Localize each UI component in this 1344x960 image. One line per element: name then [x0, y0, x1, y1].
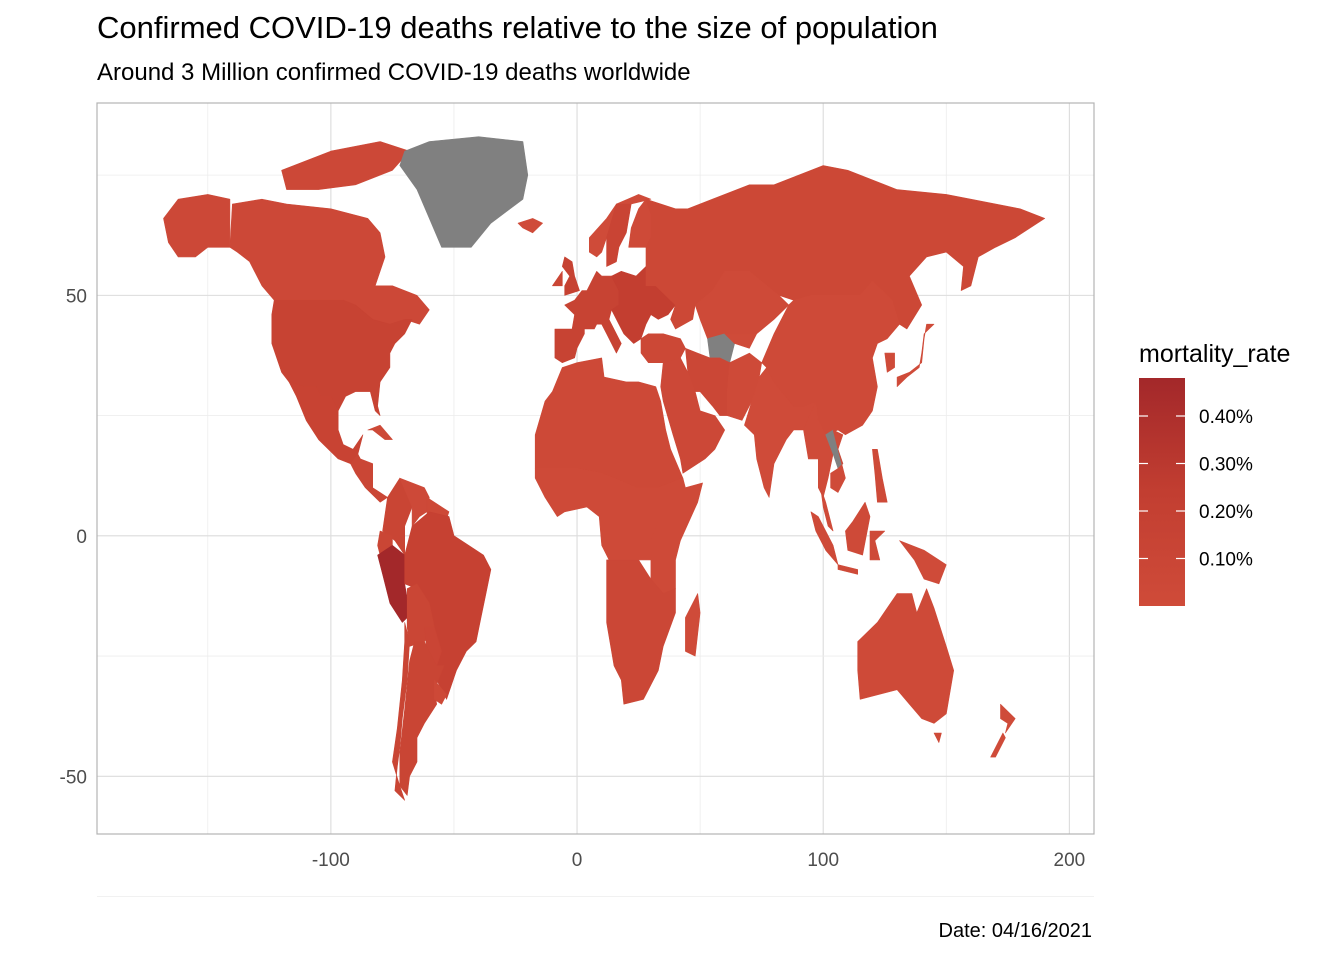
region-iceland	[517, 218, 543, 234]
region-myanmar-thailand	[803, 400, 834, 498]
country-polygons	[163, 136, 1046, 801]
region-finland	[628, 198, 652, 248]
region-western-europe	[554, 270, 622, 364]
y-tick-label: 0	[76, 527, 87, 548]
region-tasmania	[933, 732, 942, 743]
x-tick-label: -100	[312, 850, 350, 871]
region-java	[837, 564, 859, 575]
chart-caption: Date: 04/16/2021	[938, 920, 1092, 942]
region-new-guinea	[899, 540, 947, 585]
region-united-kingdom	[561, 256, 580, 296]
region-new-zealand	[1000, 703, 1016, 734]
legend-label: 0.30%	[1199, 455, 1253, 476]
region-greenland	[399, 136, 529, 248]
region-central-america	[350, 453, 388, 503]
x-tick-label: 100	[807, 850, 839, 871]
region-canadian-arctic-islands	[281, 141, 410, 190]
region-sweden	[606, 203, 632, 267]
region-western-central-africa	[534, 468, 659, 561]
x-tick-label: 200	[1054, 850, 1086, 871]
region-new-zealand-south	[990, 732, 1006, 758]
region-australia	[857, 588, 955, 724]
legend: mortality_rate 0.40% 0.30% 0.20% 0.10%	[1139, 340, 1290, 606]
region-china-mongolia	[761, 280, 900, 436]
region-chile	[392, 622, 410, 801]
region-malay-peninsula	[820, 487, 834, 532]
axis-ticks: -100 0 100 200 -50 0 50	[60, 286, 1086, 871]
region-kazakhstan	[694, 270, 790, 340]
region-ireland	[552, 270, 563, 287]
region-sulawesi	[869, 530, 886, 561]
y-tick-label: -50	[60, 767, 87, 788]
region-argentina	[399, 641, 445, 796]
legend-label: 0.20%	[1199, 502, 1253, 523]
y-tick-label: 50	[66, 286, 87, 307]
region-turkey	[640, 333, 686, 364]
region-mexico	[288, 381, 364, 465]
x-tick-label: 0	[572, 850, 583, 871]
region-alaska	[163, 194, 231, 258]
region-eastern-africa	[650, 477, 703, 594]
region-middle-east	[660, 357, 726, 474]
legend-colorbar	[1139, 378, 1185, 606]
region-norway	[588, 194, 652, 258]
chart-title: Confirmed COVID-19 deaths relative to th…	[97, 10, 938, 45]
region-southern-africa	[606, 559, 676, 705]
region-venezuela	[399, 477, 430, 527]
chart-subtitle: Around 3 Million confirmed COVID-19 deat…	[97, 59, 691, 86]
region-sumatra	[810, 511, 839, 566]
legend-title: mortality_rate	[1139, 340, 1290, 368]
region-philippines	[872, 448, 888, 503]
panel-border	[96, 102, 1095, 835]
legend-label: 0.40%	[1199, 407, 1253, 428]
region-borneo	[845, 501, 871, 556]
region-uzbekistan	[724, 333, 758, 349]
region-uruguay	[433, 679, 447, 705]
region-korea	[884, 352, 895, 373]
region-vietnam-cambodia	[830, 429, 846, 493]
region-cuba	[367, 424, 393, 440]
region-japan	[896, 323, 935, 388]
region-madagascar	[685, 593, 701, 657]
legend-label: 0.10%	[1199, 550, 1253, 571]
region-peru	[377, 545, 408, 623]
